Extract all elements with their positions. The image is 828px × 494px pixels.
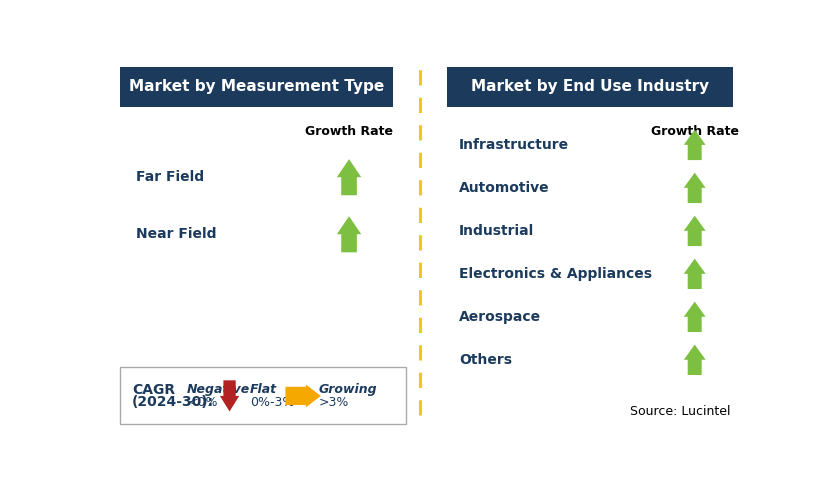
Text: 0%-3%: 0%-3% [250,396,294,409]
Polygon shape [219,380,239,412]
Text: Far Field: Far Field [136,170,204,184]
Polygon shape [683,172,705,203]
Text: >3%: >3% [319,396,349,409]
Polygon shape [683,258,705,289]
Text: Source: Lucintel: Source: Lucintel [628,405,729,417]
Polygon shape [683,215,705,246]
Text: Growing: Growing [319,383,377,396]
Text: Others: Others [459,353,512,367]
FancyBboxPatch shape [447,67,732,107]
Text: Electronics & Appliances: Electronics & Appliances [459,267,651,281]
Polygon shape [336,159,361,195]
Text: CAGR: CAGR [132,383,175,397]
Text: (2024-30):: (2024-30): [132,395,214,409]
Text: <0%: <0% [187,396,218,409]
Text: Near Field: Near Field [136,227,216,241]
Polygon shape [683,301,705,332]
Text: Flat: Flat [250,383,277,396]
FancyBboxPatch shape [119,67,392,107]
Text: Infrastructure: Infrastructure [459,138,568,152]
Text: Market by End Use Industry: Market by End Use Industry [470,80,709,94]
FancyBboxPatch shape [119,368,405,424]
Text: Growth Rate: Growth Rate [650,125,738,138]
Polygon shape [344,380,363,412]
Text: Aerospace: Aerospace [459,310,541,324]
Text: Negative: Negative [187,383,250,396]
Polygon shape [285,384,320,408]
Text: Automotive: Automotive [459,181,549,195]
Text: Industrial: Industrial [459,224,533,238]
Text: Growth Rate: Growth Rate [305,125,392,138]
Polygon shape [683,129,705,160]
Polygon shape [683,345,705,375]
Text: Market by Measurement Type: Market by Measurement Type [128,80,383,94]
Polygon shape [336,216,361,252]
